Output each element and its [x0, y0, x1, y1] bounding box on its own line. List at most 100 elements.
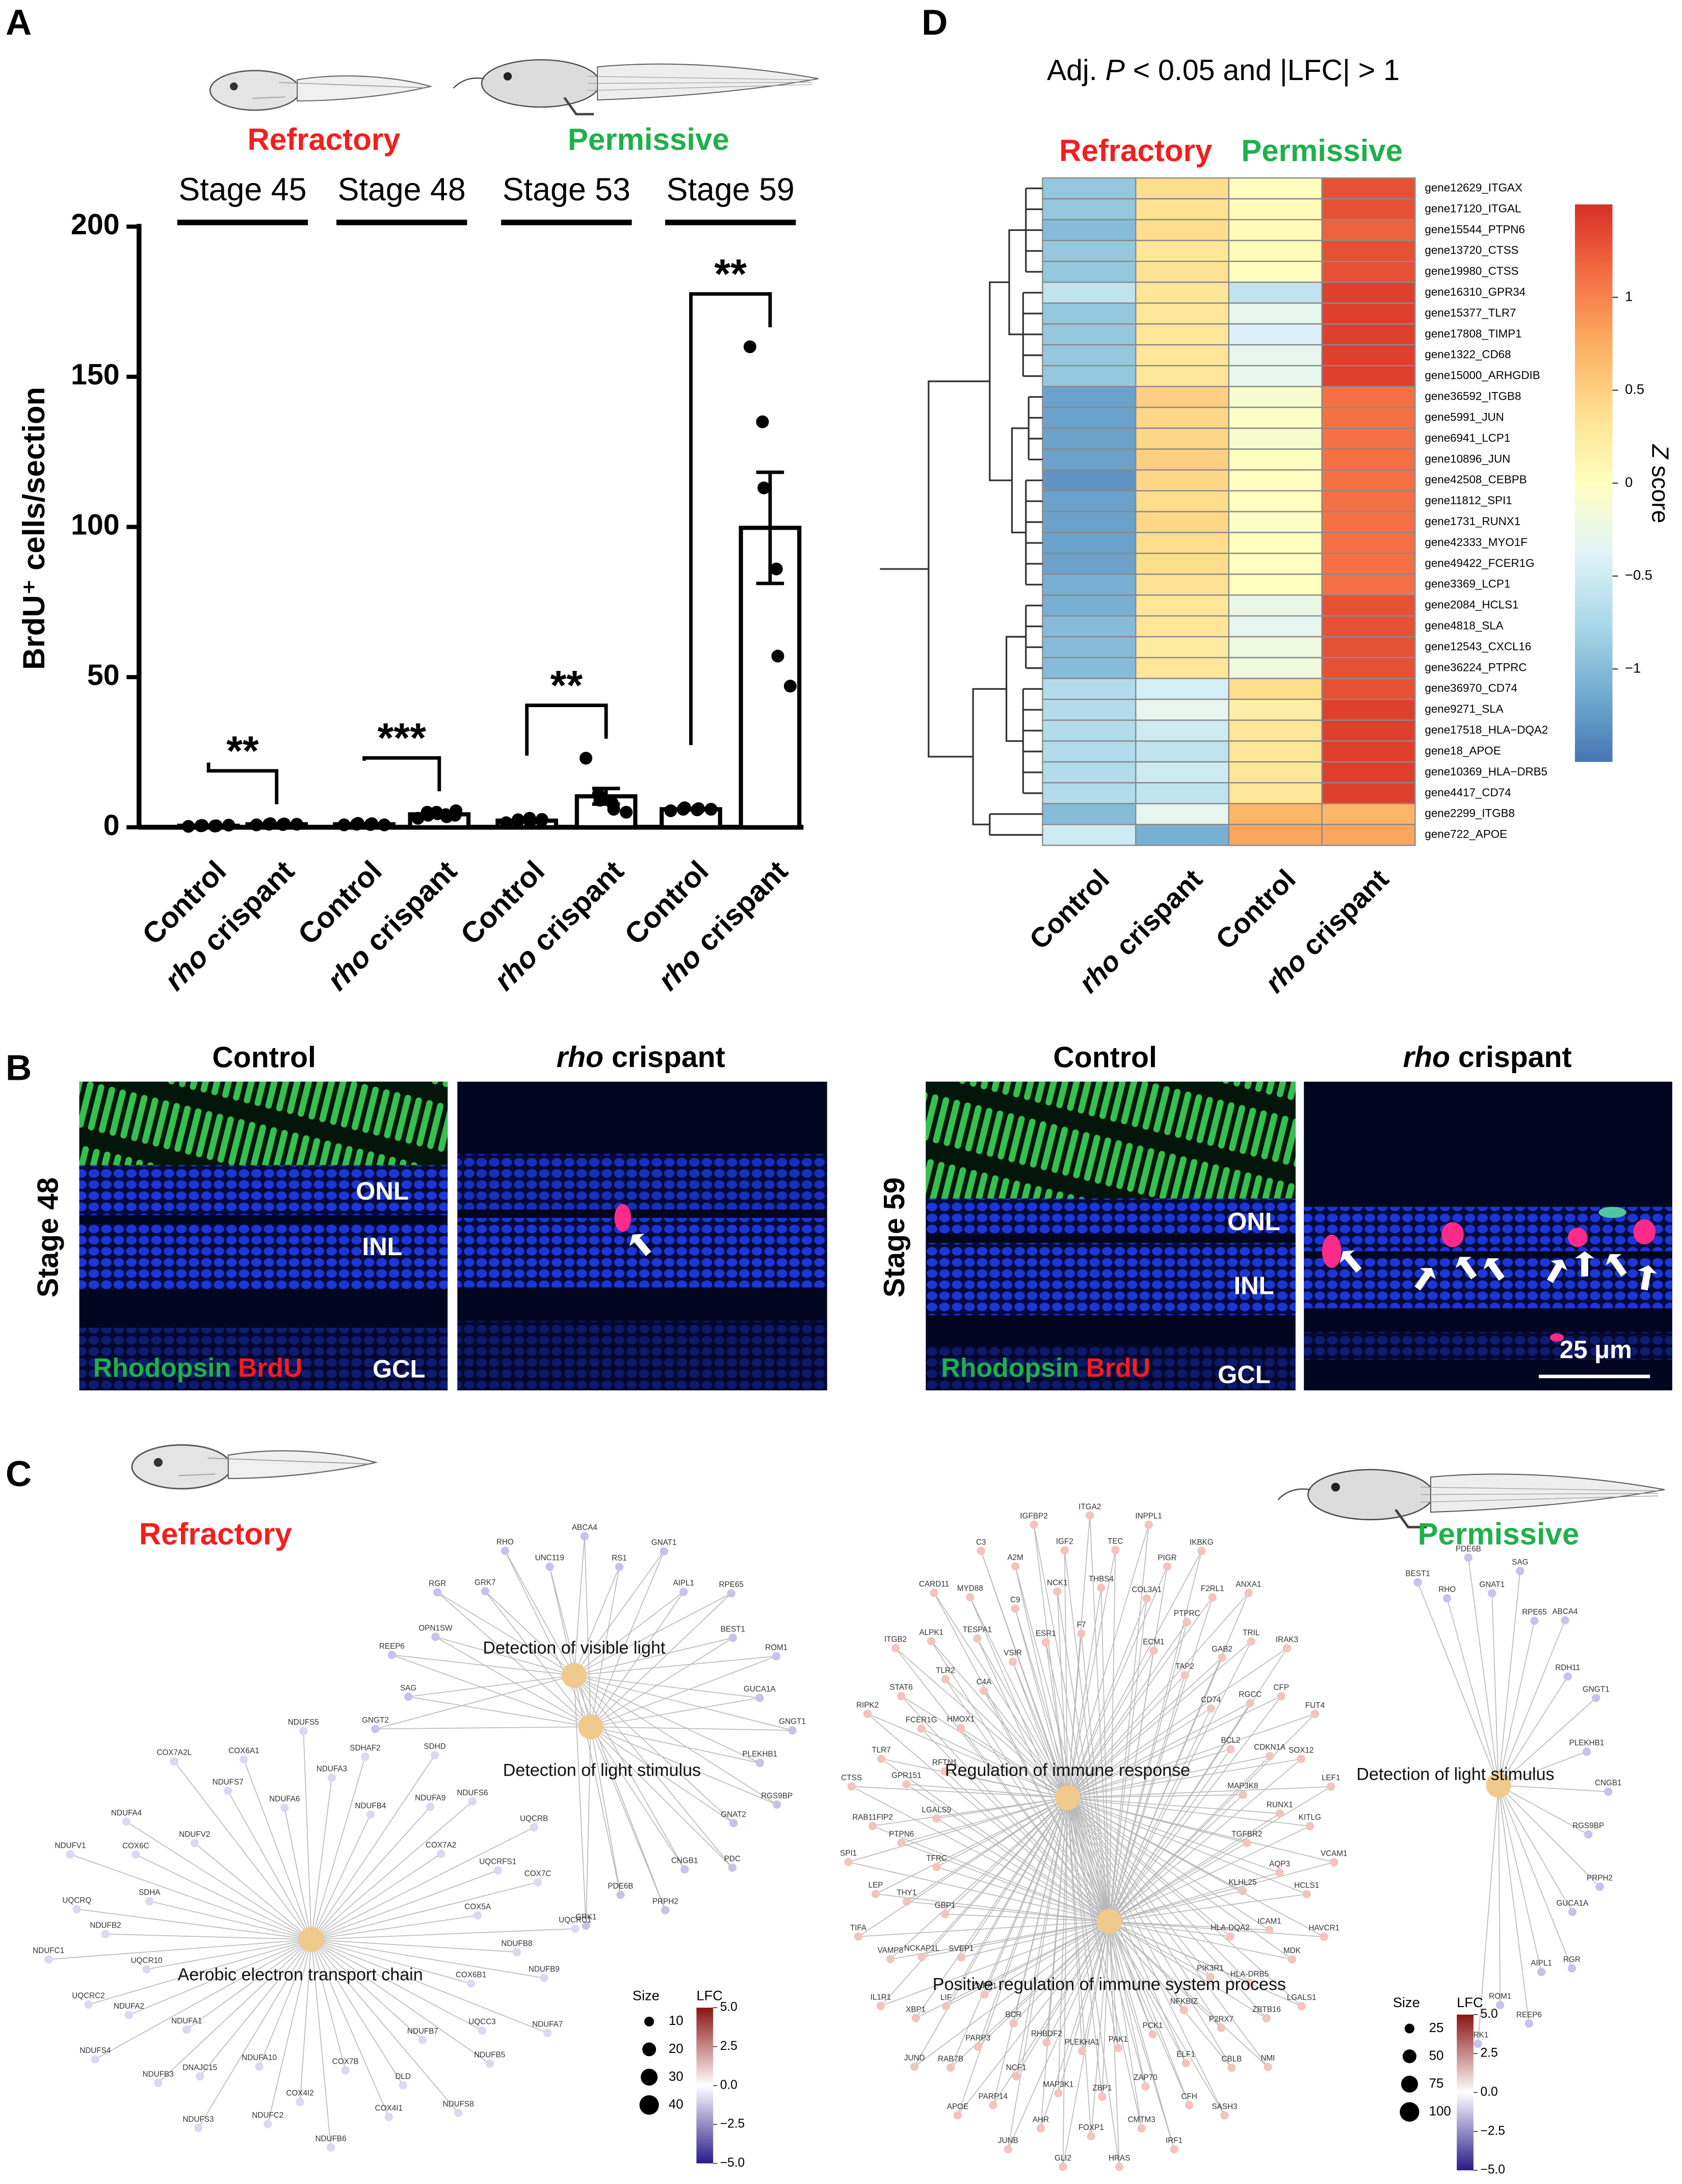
gene-node — [1144, 1520, 1153, 1529]
gene-label: HLA-DRB5 — [1230, 1970, 1269, 1979]
size-legend-mark — [1404, 2023, 1414, 2034]
edge — [1109, 1921, 1153, 2035]
hub-node — [1096, 1909, 1122, 1934]
edge — [1067, 1786, 1331, 1799]
data-point — [196, 819, 209, 832]
gene-node — [255, 2062, 264, 2071]
gene-label: FUT4 — [1305, 1701, 1325, 1710]
edge — [1057, 1591, 1068, 1798]
gene-label: SVEP1 — [949, 1944, 974, 1953]
size-legend-label: 100 — [1429, 2104, 1451, 2118]
edge — [1109, 1890, 1243, 1922]
gene-label: GNAT2 — [721, 1810, 746, 1819]
edge — [375, 1675, 574, 1730]
heatmap-cell — [1228, 615, 1323, 638]
edge — [1067, 1598, 1147, 1798]
gene-label: COX6B1 — [456, 1970, 486, 1979]
edge — [895, 1648, 1110, 1922]
heatmap-cell — [1321, 177, 1416, 200]
gene-node — [1054, 2089, 1063, 2098]
lfc-tick-label: −2.5 — [1481, 2124, 1505, 2138]
gene-node — [387, 1651, 397, 1659]
heatmap-cell — [1228, 553, 1323, 575]
edge — [1109, 1921, 1222, 2029]
gene-label: IGFBP2 — [1020, 1512, 1047, 1520]
gene-node — [142, 1965, 151, 1973]
edge — [1067, 1566, 1168, 1798]
heatmap-cell — [1228, 657, 1323, 680]
gene-label: NCKAP1L — [904, 1944, 940, 1953]
gene-label: NDUFA9 — [415, 1794, 445, 1803]
edge — [1498, 1698, 1596, 1786]
edge — [1067, 1797, 1270, 1931]
gene-node — [485, 2059, 494, 2068]
gene-node — [941, 1675, 950, 1683]
gene-label: NDUFS3 — [182, 2115, 214, 2124]
gene-node — [493, 1866, 502, 1875]
edge — [1109, 1921, 1175, 2150]
heatmap-cell — [1042, 615, 1137, 638]
gene-node — [1567, 1964, 1576, 1973]
gene-label: REEP6 — [1516, 2011, 1542, 2019]
heatmap-cell — [1228, 636, 1323, 659]
gene-label: AIPL1 — [673, 1579, 694, 1588]
edge — [573, 1567, 620, 1676]
edge — [311, 1756, 366, 1940]
panel-label: D — [922, 3, 948, 43]
edge — [1013, 1921, 1110, 2024]
significance-label: ** — [550, 662, 583, 709]
gene-node — [1111, 1546, 1120, 1554]
gene-node — [680, 1865, 689, 1874]
gene-label: PTPN6 — [889, 1830, 914, 1839]
gene-label: PIK3R1 — [1197, 1964, 1224, 1972]
gene-label: AHR — [1033, 2116, 1049, 2124]
edge — [906, 1784, 1110, 1922]
edge — [1067, 1797, 1185, 2011]
gene-node — [1179, 2006, 1189, 2015]
gene-label: NDUFB9 — [529, 1965, 560, 1974]
gene-node — [196, 2072, 204, 2081]
heatmap-cell — [1228, 511, 1323, 533]
edge — [1498, 1571, 1521, 1785]
gene-node — [1059, 2162, 1067, 2171]
data-point — [580, 751, 593, 765]
gene-node — [946, 2063, 955, 2072]
gene-label: NDUFA3 — [317, 1765, 347, 1774]
edge — [437, 1592, 574, 1676]
gene-label: MYD88 — [957, 1584, 983, 1593]
edge — [1064, 1550, 1068, 1798]
gene-node — [868, 1822, 877, 1830]
layer-label: GCL — [373, 1356, 426, 1383]
row-label: gene9271_SLA — [1425, 703, 1503, 715]
gene-label: PDE6B — [608, 1882, 633, 1890]
gene-node — [891, 1644, 900, 1652]
heatmap-cell — [1228, 302, 1323, 325]
edge — [1067, 1641, 1252, 1798]
gene-node — [917, 1724, 926, 1733]
edge — [1109, 1921, 1250, 1983]
gene-label: PAK1 — [1109, 2035, 1128, 2044]
gene-label: LIF — [940, 1993, 952, 2002]
edge — [1067, 1798, 1092, 2137]
gene-node — [755, 1694, 764, 1702]
gene-node — [1217, 2023, 1226, 2032]
gene-label: FOXP1 — [1079, 2123, 1104, 2132]
gene-label: ALPK1 — [919, 1628, 944, 1637]
edge — [1008, 1921, 1110, 2150]
heatmap-cell — [1135, 511, 1230, 533]
gene-label: UQCC3 — [468, 2018, 495, 2026]
gene-label: HCLS1 — [1294, 1881, 1319, 1890]
row-label: gene10896_JUN — [1425, 452, 1510, 465]
gene-label: GNAT1 — [1479, 1580, 1505, 1589]
edge — [1067, 1597, 1213, 1798]
gene-node — [1226, 1932, 1234, 1941]
data-point — [411, 812, 425, 825]
row-label: gene36592_ITGB8 — [1425, 390, 1521, 403]
gene-node — [1265, 1926, 1274, 1934]
gene-node — [989, 2100, 997, 2110]
gene-node — [1042, 2038, 1051, 2047]
heatmap-cell — [1135, 824, 1230, 846]
column-label: Control — [1210, 864, 1301, 955]
gene-label: GPR151 — [891, 1771, 922, 1780]
edge — [1067, 1588, 1102, 1798]
